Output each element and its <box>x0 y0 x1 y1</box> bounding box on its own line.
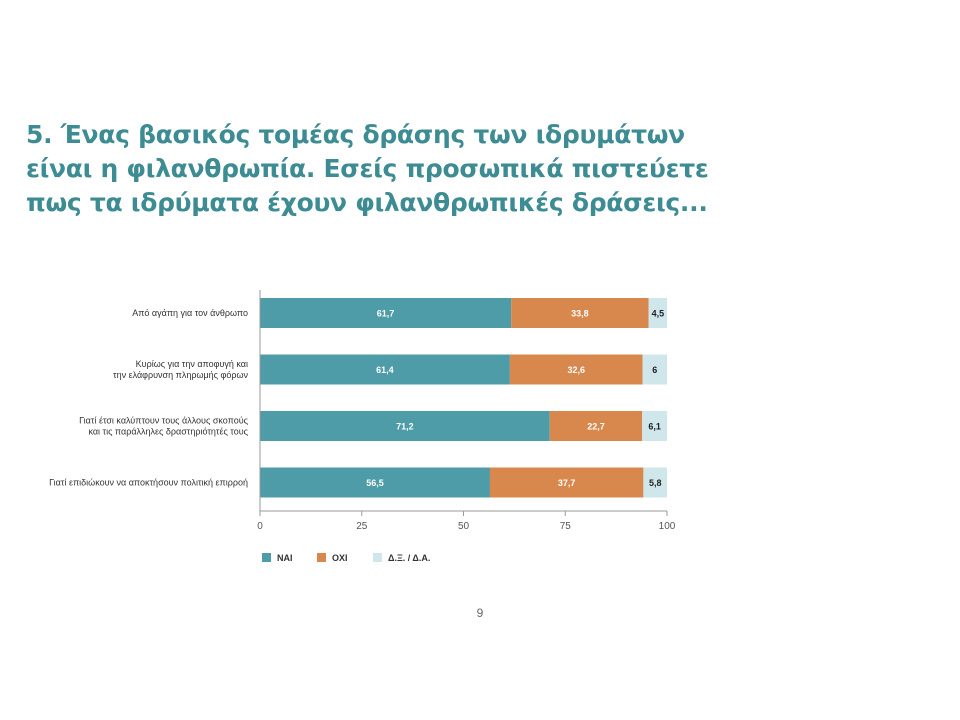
bar-segment <box>260 298 512 328</box>
bar-segment <box>489 467 644 498</box>
data-label: 37,7 <box>558 478 576 488</box>
legend-label: Δ.Ξ. / Δ.Α. <box>388 553 430 563</box>
bar-segment <box>643 467 667 498</box>
category-label: Γιατί έτσι καλύπτουν τους άλλους σκοπούς <box>79 416 249 426</box>
data-label: 61,7 <box>377 309 395 319</box>
data-label: 56,5 <box>366 478 384 488</box>
bar-segment <box>648 298 667 328</box>
bar-segment <box>260 411 550 441</box>
legend: ΝΑΙ ΟΧΙ Δ.Ξ. / Δ.Α. <box>262 553 430 563</box>
category-label: Γιατί επιδιώκουν να αποκτήσουν πολιτική … <box>49 478 248 488</box>
bar-segment <box>511 298 649 328</box>
bar-segment <box>260 467 490 498</box>
legend-label: ΟΧΙ <box>332 553 348 563</box>
bar-segment <box>260 354 510 385</box>
category-labels: Από αγάπη για τον άνθρωπο Κυρίως για την … <box>49 308 249 488</box>
data-label: 33,8 <box>571 309 589 319</box>
bar-segment <box>642 354 667 385</box>
page-title: 5. Ένας βασικός τομέας δράσης των ιδρυμά… <box>26 120 709 217</box>
legend-swatch <box>373 553 382 562</box>
data-label: 6 <box>652 365 657 375</box>
category-label: και τις παράλληλες δραστηριότητές τους <box>88 427 248 437</box>
bar-segment <box>509 354 643 385</box>
data-label: 5,8 <box>649 478 662 488</box>
data-label: 61,4 <box>376 365 394 375</box>
category-label: την ελάφρυνση πληρωμής φόρων <box>113 370 248 380</box>
category-label: Κυρίως για την αποφυγή και <box>136 359 248 369</box>
legend-swatch <box>317 553 326 562</box>
data-label: 71,2 <box>396 422 414 432</box>
page-number: 9 <box>476 606 484 620</box>
bar-segment <box>642 411 667 441</box>
data-label: 32,6 <box>567 365 585 375</box>
x-tick-label: 25 <box>356 521 368 532</box>
data-label: 6,1 <box>648 422 661 432</box>
legend-swatch <box>262 553 271 562</box>
x-tick-label: 0 <box>257 521 263 532</box>
bars: 61,7 33,8 4,5 61,4 32,6 6 71,2 22,7 6,1 56,5 37,7 5… <box>260 298 667 498</box>
data-label: 22,7 <box>587 422 605 432</box>
x-axis: 0 25 50 75 100 <box>257 290 676 532</box>
x-tick-label: 75 <box>560 521 572 532</box>
x-tick-label: 50 <box>458 521 470 532</box>
bar-segment <box>549 411 643 441</box>
x-tick-label: 100 <box>659 521 676 532</box>
category-label: Από αγάπη για τον άνθρωπο <box>132 308 248 318</box>
data-label: 4,5 <box>652 309 665 319</box>
legend-label: ΝΑΙ <box>277 553 293 563</box>
